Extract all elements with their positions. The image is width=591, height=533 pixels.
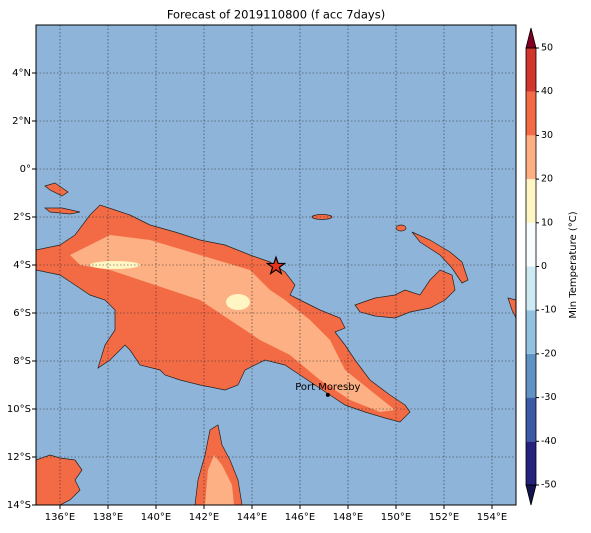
new-ireland bbox=[411, 231, 469, 284]
colorbar-tick-label: 50 bbox=[541, 43, 553, 54]
x-tick-label: 152°E bbox=[429, 512, 459, 523]
colorbar-tick-label: 40 bbox=[541, 86, 553, 97]
colorbar-tick-label: -50 bbox=[541, 480, 557, 491]
colorbar-bin bbox=[526, 266, 536, 311]
island bbox=[44, 207, 81, 215]
colorbar-bin bbox=[526, 441, 536, 485]
colorbar-extend-high bbox=[525, 27, 537, 49]
x-tick-label: 154°E bbox=[477, 512, 507, 523]
x-tick-label: 142°E bbox=[189, 512, 219, 523]
colorbar-bin bbox=[526, 91, 536, 136]
colorbar-bin bbox=[526, 222, 536, 267]
y-tick-label: 6°S bbox=[13, 308, 31, 319]
island bbox=[395, 224, 407, 232]
y-tick-label: 0° bbox=[20, 164, 31, 175]
x-tick-label: 140°E bbox=[141, 512, 171, 523]
cool-spot bbox=[90, 261, 140, 269]
colorbar-bin bbox=[526, 48, 536, 92]
cape-york-inner bbox=[205, 455, 234, 505]
colorbar-tick-label: -40 bbox=[541, 436, 557, 447]
y-tick-label: 4°N bbox=[12, 68, 31, 79]
colorbar-extend-low bbox=[525, 484, 537, 506]
cool-spot bbox=[226, 294, 250, 310]
y-tick-label: 14°S bbox=[7, 500, 31, 511]
y-tick-label: 2°N bbox=[12, 116, 31, 127]
colorbar-label: Min Temperature (°C) bbox=[568, 211, 579, 318]
x-tick-label: 150°E bbox=[381, 512, 411, 523]
x-tick-label: 148°E bbox=[333, 512, 363, 523]
island bbox=[44, 182, 69, 197]
y-tick-label: 2°S bbox=[13, 212, 31, 223]
x-tick-label: 146°E bbox=[285, 512, 315, 523]
y-tick-label: 8°S bbox=[13, 356, 31, 367]
y-tick-label: 12°S bbox=[7, 452, 31, 463]
x-tick-label: 144°E bbox=[237, 512, 267, 523]
colorbar-bin bbox=[526, 353, 536, 398]
x-tick-label: 138°E bbox=[93, 512, 123, 523]
colorbar-tick-label: 10 bbox=[541, 217, 553, 228]
new-britain bbox=[354, 269, 456, 319]
y-tick-label: 4°S bbox=[13, 260, 31, 271]
bougainville bbox=[507, 297, 516, 319]
y-tick-label: 10°S bbox=[7, 404, 31, 415]
colorbar-tick-label: -10 bbox=[541, 305, 557, 316]
land bbox=[36, 182, 516, 505]
colorbar-tick-label: 30 bbox=[541, 130, 553, 141]
colorbar-bin bbox=[526, 135, 536, 180]
colorbar-bin bbox=[526, 397, 536, 442]
colorbar-tick-label: -30 bbox=[541, 392, 557, 403]
colorbar-bin bbox=[526, 179, 536, 223]
colorbar-tick-label: 0 bbox=[541, 261, 547, 272]
colorbar-tick-label: -20 bbox=[541, 348, 557, 359]
forecast-marker bbox=[265, 255, 287, 275]
australia bbox=[36, 454, 83, 505]
colorbar-tick-label: 20 bbox=[541, 174, 553, 185]
colorbar-bin bbox=[526, 310, 536, 354]
map-title: Forecast of 2019110800 (f acc 7days) bbox=[167, 8, 385, 22]
x-tick-label: 136°E bbox=[45, 512, 75, 523]
place-label: Port Moresby bbox=[295, 382, 360, 393]
manus bbox=[311, 214, 333, 220]
place-dot bbox=[325, 392, 330, 397]
warm-zone bbox=[70, 235, 395, 412]
